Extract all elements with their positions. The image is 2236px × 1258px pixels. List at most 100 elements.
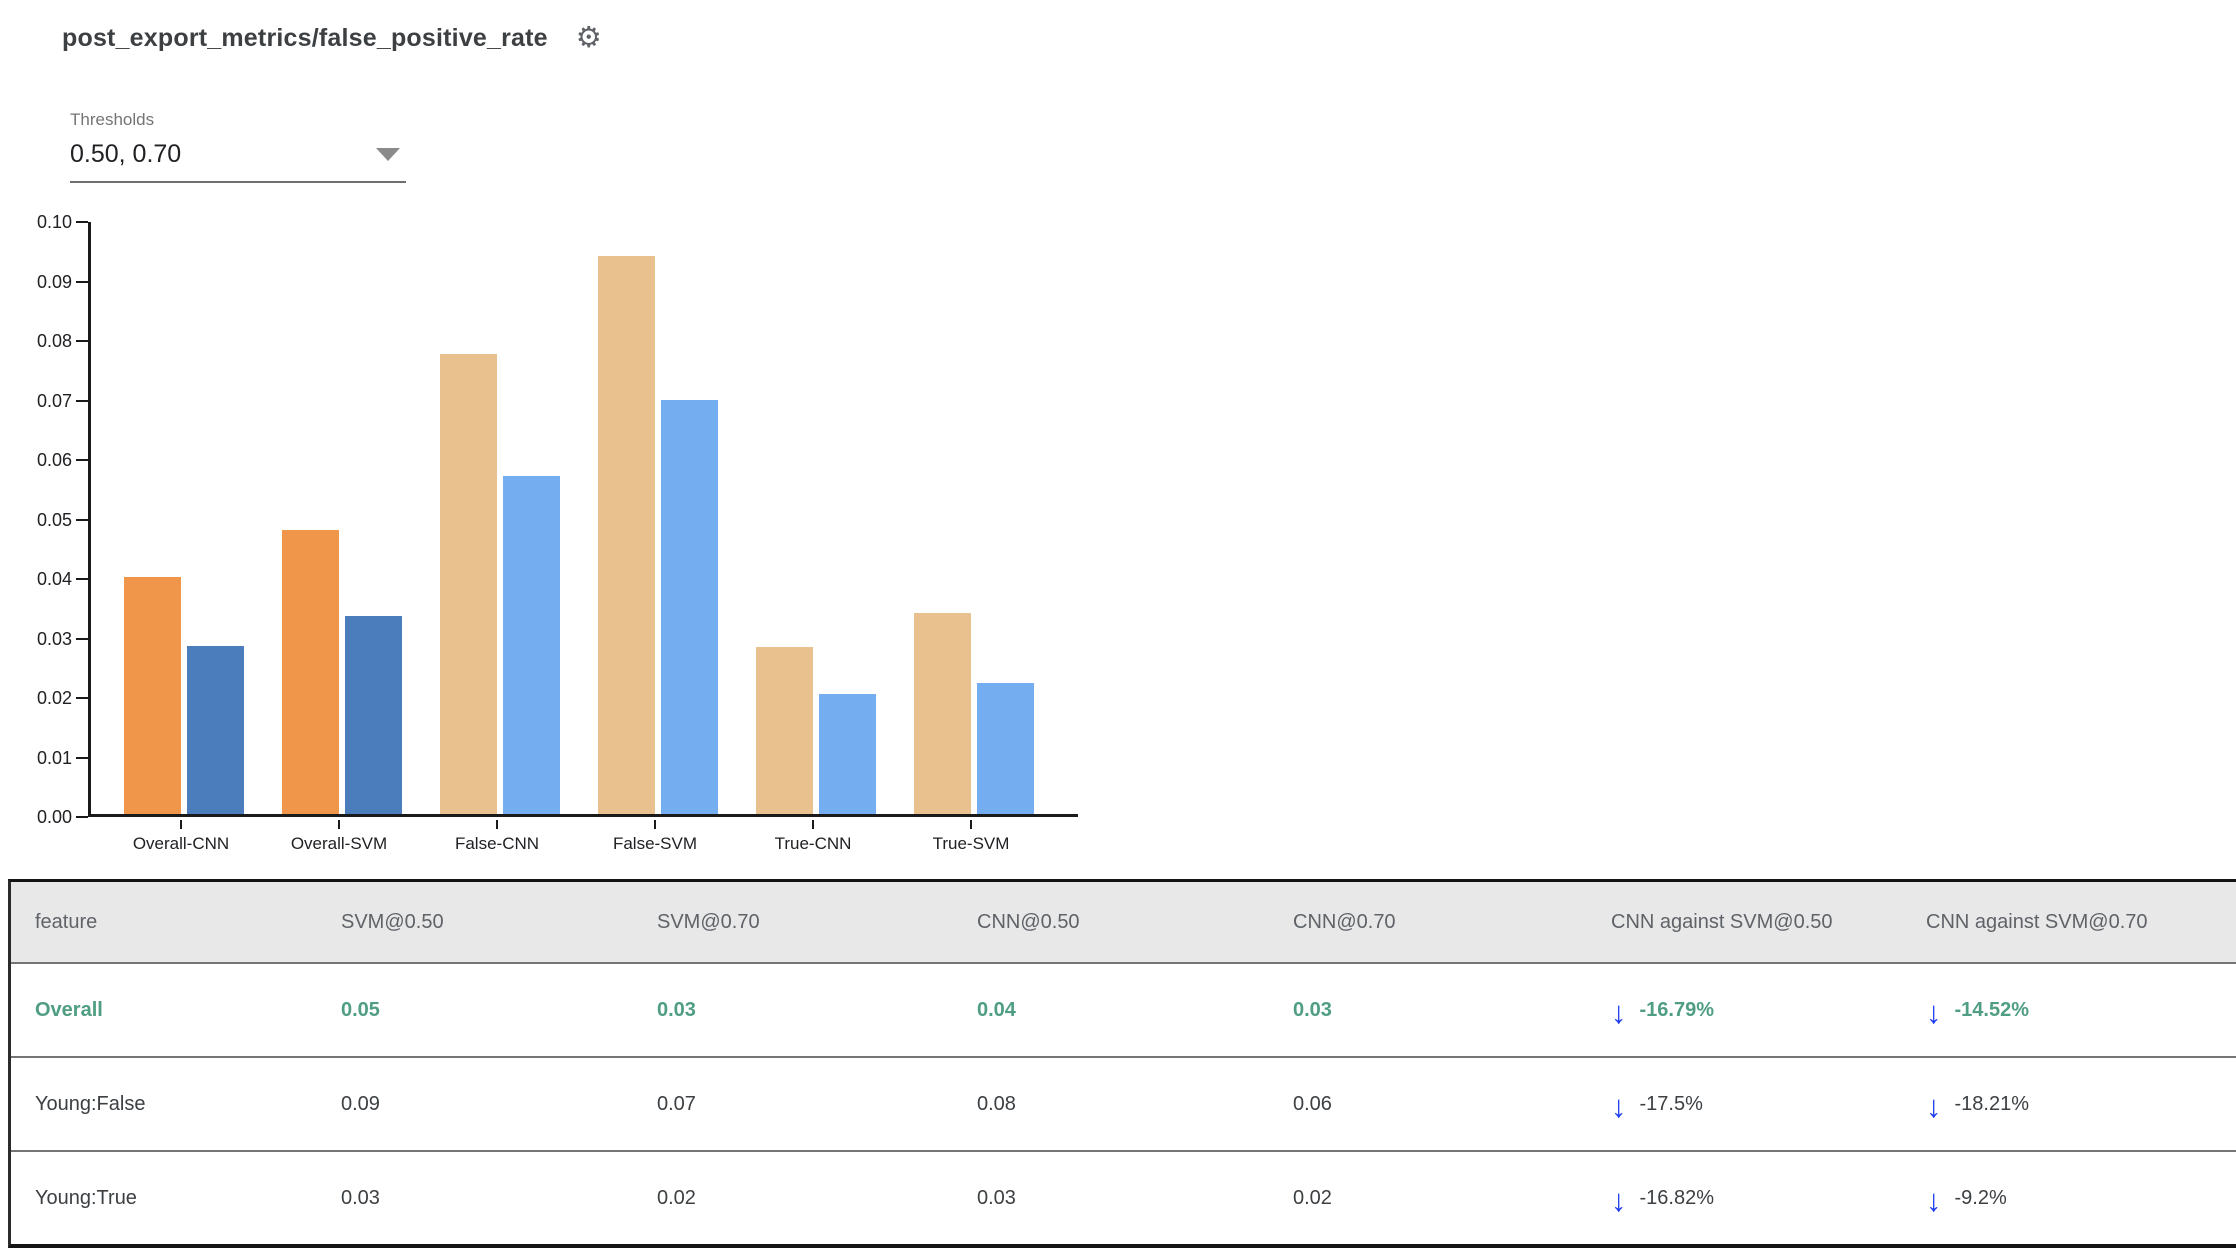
y-tick-mark	[76, 340, 88, 342]
arrow-down-icon: ↓	[1611, 994, 1627, 1030]
y-tick-label: 0.01	[36, 747, 72, 768]
x-tick-mark	[180, 820, 182, 829]
y-tick-mark	[76, 221, 88, 223]
thresholds-label: Thresholds	[70, 110, 155, 129]
metric-cell-cnn@0.70: 0.03	[1293, 998, 1332, 1021]
x-tick-label: False-SVM	[612, 834, 698, 853]
column-header-cnn-0.50: CNN@0.50	[977, 910, 1080, 933]
y-tick-mark	[76, 637, 88, 640]
metric-cell-svm@0.50: 0.09	[341, 1092, 380, 1115]
arrow-down-icon: ↓	[1926, 1088, 1942, 1124]
thresholds-value: 0.50, 0.70	[70, 140, 182, 168]
gear-icon[interactable]: ⚙	[575, 22, 602, 54]
x-tick-label: False-CNN	[454, 834, 540, 853]
y-tick-mark	[76, 578, 88, 580]
metric-cell-cnn@0.70: 0.02	[1293, 1186, 1332, 1209]
bar-false-svm-0.50	[598, 256, 655, 814]
x-tick-mark	[496, 820, 498, 829]
metric-cell-svm@0.70: 0.03	[657, 998, 696, 1021]
delta-cell: ↓ -16.82%	[1611, 1183, 1926, 1216]
y-tick-label: 0.04	[36, 569, 72, 589]
y-tick-label: 0.07	[36, 390, 72, 411]
y-tick-label: 0.02	[36, 688, 72, 708]
y-tick-mark	[76, 459, 88, 461]
x-tick-mark	[338, 820, 340, 829]
delta-cell: ↓ -18.21%	[1926, 1088, 2236, 1124]
column-header-cnn-against-svm-0.50: CNN against SVM@0.50	[1611, 910, 1833, 933]
thresholds-select[interactable]: Thresholds 0.50, 0.70	[70, 110, 406, 183]
bar-false-svm-0.70	[661, 400, 718, 814]
chevron-down-icon	[376, 148, 400, 161]
column-header-svm-0.70: SVM@0.70	[657, 910, 760, 933]
y-axis: 0.10 0.09 0.08 0.07 0.06 0.05 0.04 0.03 0.02 0.01…	[0, 212, 88, 827]
feature-cell: Overall	[35, 998, 103, 1021]
thresholds-value-row[interactable]: 0.50, 0.70	[70, 140, 406, 183]
x-tick-label: Overall-CNN	[132, 834, 230, 853]
delta-value: -17.5%	[1639, 1092, 1703, 1115]
bar-true-svm-0.70	[977, 683, 1034, 814]
y-tick-label: 0.05	[36, 509, 72, 530]
y-tick-mark	[76, 399, 88, 402]
bar-true-svm-0.50	[914, 613, 971, 814]
delta-value: -9.2%	[1954, 1186, 2007, 1209]
table-row-young-false[interactable]: Young:False 0.09 0.07 0.08 0.06 ↓ -17.5% ↓ -18.2…	[11, 1056, 2236, 1150]
bar-true-cnn-0.50	[756, 647, 813, 814]
bar-overall-cnn-0.50	[124, 577, 181, 814]
arrow-down-icon: ↓	[1926, 1182, 1942, 1218]
feature-cell: Young:True	[35, 1186, 137, 1209]
arrow-down-icon: ↓	[1926, 994, 1942, 1030]
x-tick-label: True-SVM	[932, 834, 1010, 853]
y-tick-label: 0.06	[36, 450, 72, 470]
y-tick-label: 0.08	[36, 331, 72, 351]
table-body: Overall 0.05 0.03 0.04 0.03 ↓ -16.79% ↓ -14.52% Y…	[11, 962, 2236, 1244]
table-header-row: feature SVM@0.50 SVM@0.70 CNN@0.50 CNN@0.70 C…	[11, 882, 2236, 962]
table-row-overall[interactable]: Overall 0.05 0.03 0.04 0.03 ↓ -16.79% ↓ -14.52%	[11, 962, 2236, 1056]
metrics-table: feature SVM@0.50 SVM@0.70 CNN@0.50 CNN@0.70 C…	[8, 879, 2236, 1248]
bar-false-cnn-0.50	[440, 354, 497, 814]
y-tick-label: 0.03	[36, 628, 72, 649]
table-row-young-true[interactable]: Young:True 0.03 0.02 0.03 0.02 ↓ -16.82% ↓ -9.2%	[11, 1150, 2236, 1244]
metric-header: post_export_metrics/false_positive_rate …	[62, 24, 602, 53]
x-axis: Overall-CNN Overall-SVM False-CNN False-SVM…	[88, 820, 1078, 880]
delta-cell: ↓ -9.2%	[1926, 1182, 2236, 1218]
delta-cell: ↓ -17.5%	[1611, 1088, 1926, 1124]
delta-value: -16.79%	[1639, 998, 1715, 1021]
y-tick-mark	[76, 518, 88, 521]
bar-overall-cnn-0.70	[187, 646, 244, 814]
y-tick-label: 0.10	[36, 212, 72, 232]
feature-cell: Young:False	[35, 1092, 146, 1115]
delta-value: -14.52%	[1954, 998, 2030, 1021]
column-header-cnn-against-svm-0.70: CNN against SVM@0.70	[1926, 910, 2148, 933]
x-tick-mark	[654, 820, 656, 829]
column-header-cnn-0.70: CNN@0.70	[1293, 910, 1396, 933]
x-tick-mark	[812, 820, 814, 829]
metric-cell-cnn@0.50: 0.03	[977, 1186, 1016, 1209]
metric-cell-svm@0.70: 0.02	[657, 1186, 696, 1209]
y-tick-mark	[76, 697, 88, 699]
metric-cell-cnn@0.50: 0.08	[977, 1092, 1016, 1115]
x-tick-mark	[970, 820, 972, 829]
metric-cell-svm@0.50: 0.05	[341, 998, 380, 1021]
delta-value: -16.82%	[1639, 1186, 1715, 1209]
bar-overall-svm-0.70	[345, 616, 402, 814]
delta-value: -18.21%	[1954, 1092, 2030, 1115]
x-tick-label: True-CNN	[774, 834, 852, 853]
plot-area	[88, 222, 1078, 817]
column-header-feature: feature	[35, 910, 98, 933]
y-tick-mark	[76, 816, 88, 818]
metric-cell-cnn@0.50: 0.04	[977, 998, 1016, 1021]
arrow-down-icon: ↓	[1611, 1088, 1627, 1124]
x-tick-label: Overall-SVM	[290, 834, 388, 853]
bar-overall-svm-0.50	[282, 530, 339, 814]
y-tick-label: 0.09	[36, 271, 72, 292]
bar-true-cnn-0.70	[819, 694, 876, 814]
y-tick-mark	[76, 756, 88, 759]
column-header-svm-0.50: SVM@0.50	[341, 910, 444, 933]
y-tick-label: 0.00	[36, 807, 72, 827]
metric-cell-cnn@0.70: 0.06	[1293, 1092, 1332, 1115]
page-title: post_export_metrics/false_positive_rate	[62, 24, 548, 52]
y-tick-mark	[76, 280, 88, 283]
metric-cell-svm@0.70: 0.07	[657, 1092, 696, 1115]
delta-cell: ↓ -16.79%	[1611, 994, 1926, 1030]
metric-cell-svm@0.50: 0.03	[341, 1186, 380, 1209]
